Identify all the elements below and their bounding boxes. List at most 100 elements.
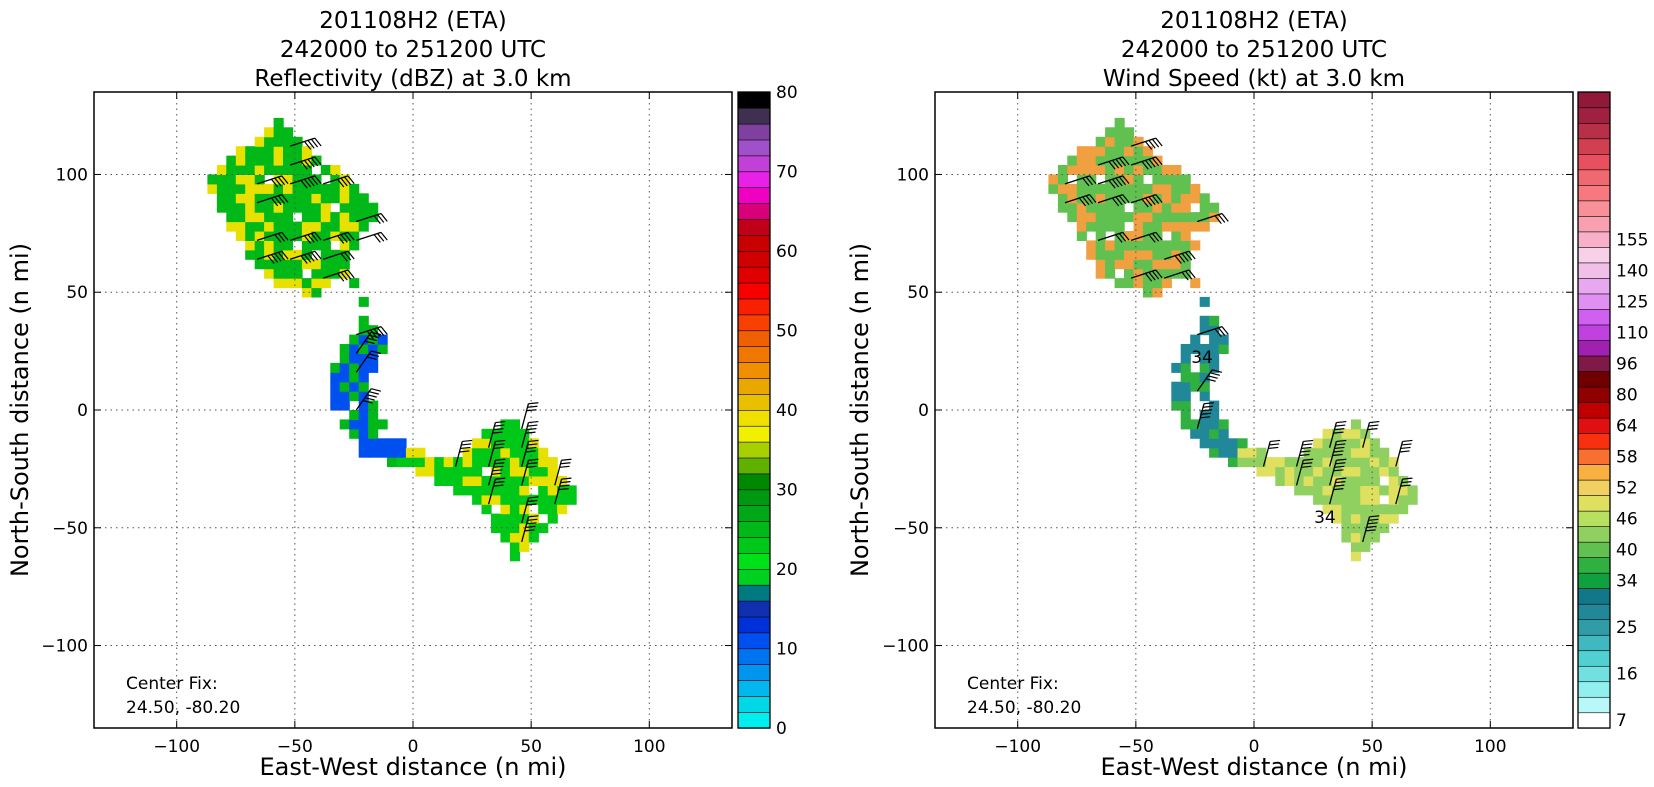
field-cell	[273, 231, 284, 241]
field-cell	[339, 212, 350, 223]
field-cell	[235, 165, 246, 175]
field-cell	[1171, 362, 1182, 373]
field-cell	[1369, 438, 1380, 449]
field-cell	[491, 494, 502, 505]
field-cell	[1369, 532, 1380, 543]
field-cell	[1152, 174, 1163, 185]
field-cell	[1190, 372, 1201, 383]
field-cell	[1114, 212, 1125, 223]
colorbar-swatch	[1577, 572, 1611, 589]
colorbar-swatch	[1577, 122, 1611, 140]
field-cell	[264, 146, 275, 157]
field-cell	[1407, 494, 1418, 505]
field-cell	[1142, 287, 1153, 298]
field-cell	[443, 476, 454, 486]
field-cell	[1350, 485, 1361, 496]
field-cell	[557, 504, 568, 515]
wind-barb	[323, 175, 355, 188]
wind-barb	[1064, 194, 1097, 207]
field-cell	[1161, 174, 1172, 185]
field-cell	[292, 221, 303, 232]
wind-barb	[1164, 269, 1196, 281]
field-cell	[226, 155, 237, 166]
chart-title-line-3: Wind Speed (kt) at 3.0 km	[1103, 66, 1405, 92]
field-cell	[500, 438, 511, 449]
field-cell	[1322, 438, 1333, 449]
field-cell	[358, 362, 369, 373]
field-cell	[226, 165, 237, 175]
field-cell	[500, 532, 511, 543]
colorbar-swatch	[1577, 681, 1611, 698]
field-cell	[481, 485, 492, 496]
field-cell	[235, 193, 246, 204]
colorbar-swatch	[1577, 277, 1611, 295]
wind-speed-field	[1048, 117, 1418, 562]
field-cell	[1209, 438, 1220, 449]
field-cell	[368, 410, 379, 420]
field-cell	[207, 183, 218, 194]
field-cell	[349, 428, 360, 439]
field-cell	[1332, 447, 1343, 458]
field-cell	[500, 457, 511, 468]
field-cell	[1105, 127, 1116, 138]
field-cell	[1199, 391, 1210, 402]
field-cell	[462, 457, 473, 468]
wind-barb	[1097, 175, 1130, 189]
field-cell	[1152, 259, 1163, 270]
field-cell	[207, 174, 218, 185]
field-cell	[1341, 428, 1352, 439]
field-cell	[491, 466, 502, 477]
field-cell	[1133, 240, 1144, 251]
wind-barb	[487, 439, 506, 467]
field-cell	[235, 231, 246, 241]
field-cell	[358, 221, 369, 232]
reflectivity-field	[207, 117, 577, 562]
field-cell	[1171, 259, 1182, 270]
field-cell	[1360, 466, 1371, 477]
field-cell	[1142, 212, 1153, 223]
field-cell	[235, 212, 246, 223]
colorbar: 0 10 20 30 40 50 60 70 80	[737, 83, 798, 739]
x-tick-label: −50	[277, 737, 313, 757]
colorbar-swatch	[1577, 153, 1611, 171]
field-cell	[1067, 193, 1078, 204]
colorbar-tick-label: 20	[776, 560, 798, 580]
field-cell	[358, 447, 369, 458]
wind-barb	[356, 212, 388, 224]
field-cell	[245, 202, 256, 213]
field-cell	[1105, 146, 1116, 157]
field-cell	[1067, 202, 1078, 213]
field-cell	[1095, 202, 1106, 213]
field-cell	[1379, 523, 1390, 534]
field-cell	[349, 334, 360, 345]
field-cell	[339, 174, 350, 185]
field-cell	[339, 249, 350, 260]
field-cell	[235, 183, 246, 194]
wind-barb	[1164, 250, 1196, 264]
colorbar-swatch	[737, 171, 771, 189]
field-cell	[1124, 183, 1135, 194]
field-cell	[1180, 268, 1191, 279]
field-cell	[349, 221, 360, 232]
field-cell	[1199, 438, 1210, 449]
field-cell	[1142, 221, 1153, 232]
colorbar-frame	[1577, 91, 1611, 729]
field-cell	[1142, 193, 1153, 204]
field-cell	[1228, 447, 1239, 458]
y-tick-label: 50	[66, 283, 88, 303]
field-cell	[396, 447, 407, 458]
field-cell	[1095, 136, 1106, 147]
field-cell	[1265, 466, 1276, 477]
field-cell	[509, 476, 520, 486]
y-axis-label: North-South distance (n mi)	[846, 243, 874, 577]
field-cell	[1369, 504, 1380, 515]
field-cell	[1398, 485, 1409, 496]
colorbar-swatch	[1577, 634, 1611, 652]
field-cell	[491, 485, 502, 496]
colorbar-swatch	[1577, 417, 1611, 434]
field-cell	[1057, 193, 1068, 204]
wind-speed-panel: 201108H2 (ETA) 242000 to 251200 UTC Wind…	[846, 8, 1648, 781]
colorbar-swatch	[1577, 246, 1611, 264]
field-cell	[349, 410, 360, 420]
field-cell	[1369, 523, 1380, 534]
